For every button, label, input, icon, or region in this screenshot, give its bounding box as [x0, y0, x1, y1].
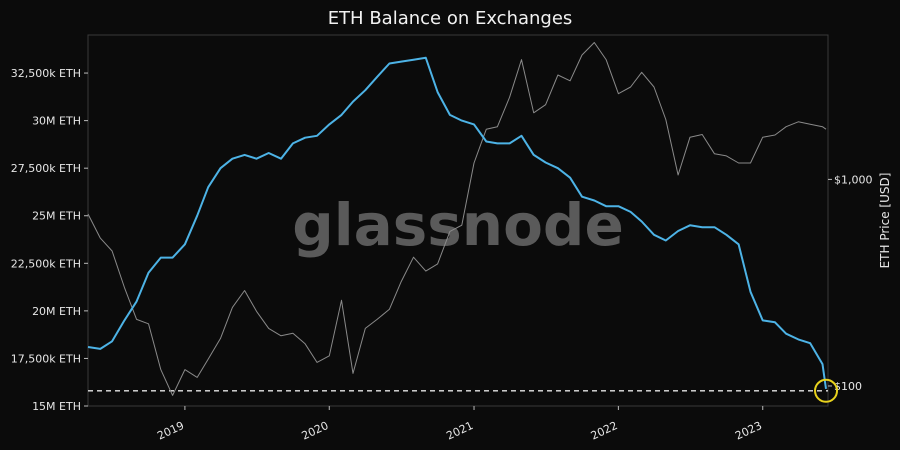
- x-tick-label: 2021: [444, 419, 475, 443]
- eth-price-line: [87, 42, 827, 396]
- y-left-tick-label: 22,500k ETH: [11, 257, 81, 270]
- y-left-tick-label: 20M ETH: [32, 305, 81, 318]
- y-right-tick-label: $1,000: [834, 173, 873, 186]
- chart-title: ETH Balance on Exchanges: [327, 8, 573, 29]
- y-left-tick-label: 15M ETH: [32, 400, 81, 413]
- watermark-text: glassnode: [292, 191, 624, 259]
- x-tick-label: 2022: [589, 419, 620, 443]
- y-left-tick-label: 27,500k ETH: [11, 162, 81, 175]
- y-right-tick-label: $100: [834, 380, 862, 393]
- y-left-tick-label: 25M ETH: [32, 210, 81, 223]
- x-tick-label: 2023: [733, 419, 764, 443]
- y-right-axis-label: ETH Price [USD]: [878, 173, 892, 269]
- x-tick-label: 2019: [155, 419, 186, 443]
- eth-balance-line: [87, 56, 827, 390]
- x-tick-label: 2020: [300, 419, 331, 443]
- plot-frame: [87, 34, 829, 407]
- y-left-tick-label: 32,500k ETH: [11, 67, 81, 80]
- y-left-tick-label: 17,500k ETH: [11, 352, 81, 365]
- highlight-marker: [814, 378, 839, 403]
- y-left-tick-label: 30M ETH: [32, 115, 81, 128]
